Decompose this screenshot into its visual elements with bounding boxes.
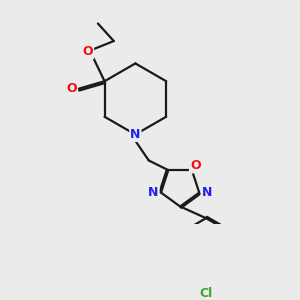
Text: O: O: [82, 45, 93, 58]
Text: N: N: [148, 186, 159, 199]
Text: O: O: [190, 160, 201, 172]
Text: Cl: Cl: [200, 287, 213, 300]
Text: N: N: [130, 128, 140, 141]
Text: N: N: [202, 186, 212, 199]
Text: O: O: [66, 82, 77, 95]
